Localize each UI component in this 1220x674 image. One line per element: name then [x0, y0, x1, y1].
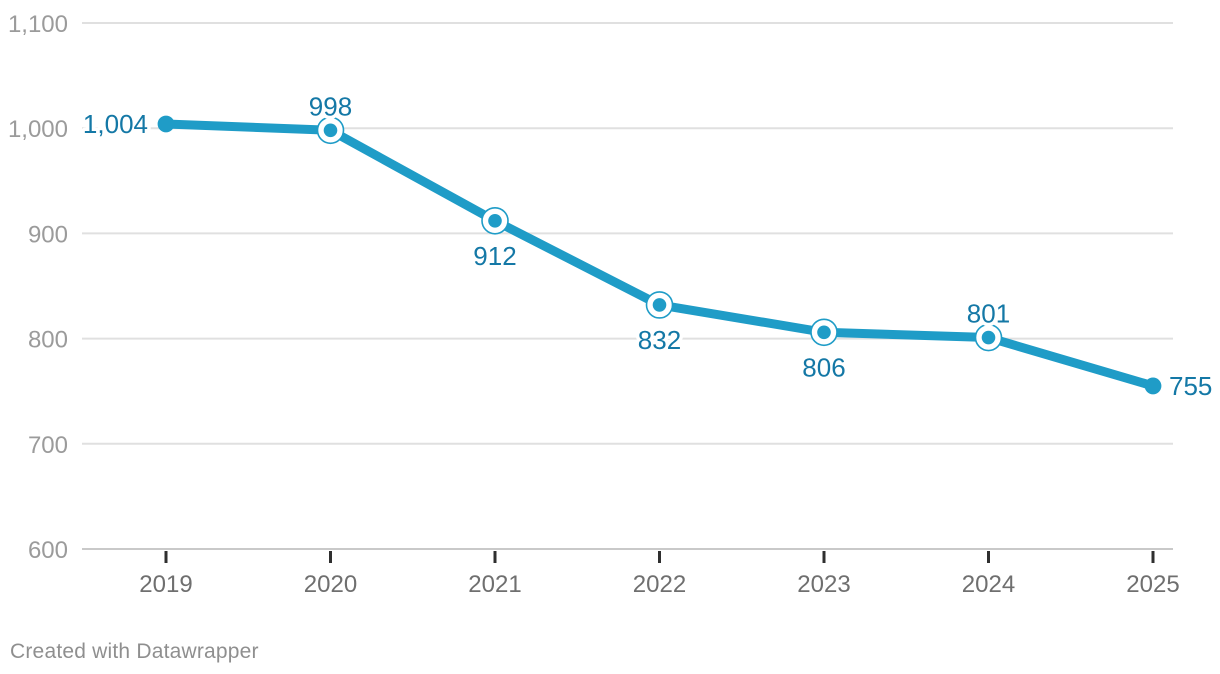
y-axis-label: 600 [28, 537, 68, 564]
y-axis-label: 800 [28, 327, 68, 354]
y-axis-label: 900 [28, 221, 68, 248]
value-label: 998 [309, 91, 352, 121]
value-label: 832 [638, 325, 681, 355]
value-label: 806 [802, 352, 845, 382]
line-chart: 600 700 800 900 1,000 1,100 2019 2020 2021 2022 20… [7, 11, 1213, 598]
data-point-marker [323, 123, 338, 138]
x-axis-label: 2023 [797, 571, 850, 598]
x-axis-label: 2019 [139, 571, 192, 598]
data-point-marker [157, 115, 175, 133]
x-axis-label: 2021 [468, 571, 521, 598]
data-point-marker [817, 325, 831, 340]
y-axis-label: 1,100 [8, 11, 68, 38]
value-label: 912 [473, 241, 516, 271]
data-point-marker [1144, 377, 1162, 395]
y-axis-label: 700 [28, 432, 68, 459]
x-axis-label: 2022 [633, 571, 686, 598]
value-label: 801 [967, 299, 1010, 329]
x-axis-label: 2025 [1126, 571, 1179, 598]
data-point-marker [981, 330, 996, 345]
value-label: 755 [1169, 371, 1212, 401]
x-axis-label: 2024 [962, 571, 1015, 598]
y-axis-label: 1,000 [8, 116, 68, 143]
x-axis-label: 2020 [304, 571, 357, 598]
attribution: Created with Datawrapper [10, 640, 259, 663]
value-label: 1,004 [83, 109, 148, 139]
data-point-marker [652, 298, 667, 312]
data-point-marker [488, 213, 502, 228]
